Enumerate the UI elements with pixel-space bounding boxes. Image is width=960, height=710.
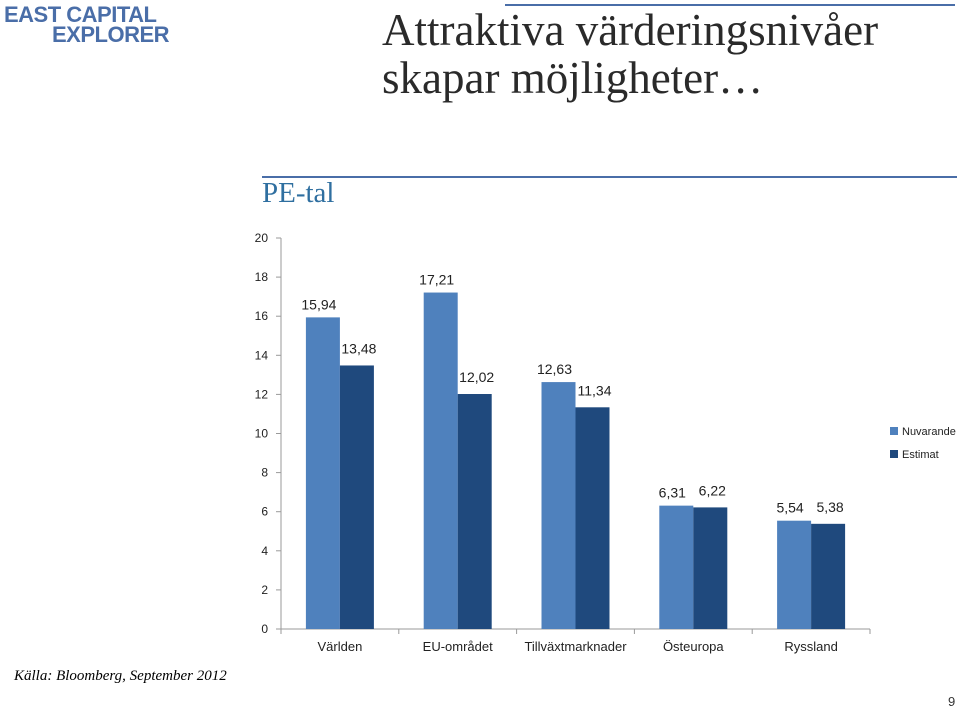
chart-axes: 0 2 4 6 8 10 12 14 16 18 20 Världen EU-området Tillvä…: [255, 231, 871, 654]
slide-title: Attraktiva värderingsnivåer skapar möjli…: [382, 5, 879, 103]
x-category-label: Östeuropa: [663, 639, 724, 654]
data-label: 13,48: [341, 340, 376, 356]
data-label: 6,22: [699, 482, 726, 498]
chart-title: PE-tal: [262, 177, 335, 209]
data-label: 12,63: [537, 361, 572, 377]
bar-nuvarande-3: [659, 505, 694, 629]
y-tick-label: 12: [255, 387, 269, 401]
y-tick-label: 10: [255, 427, 269, 441]
x-category-label: Tillväxtmarknader: [524, 639, 627, 654]
bar-estimat-1: [457, 394, 492, 629]
chart-legend: Nuvarande Estimat: [890, 426, 956, 461]
top-rule: [505, 4, 955, 6]
y-tick-label: 20: [255, 231, 269, 245]
y-tick-label: 18: [255, 270, 269, 284]
source-note: Källa: Bloomberg, September 2012: [14, 668, 227, 684]
data-label: 12,02: [459, 369, 494, 385]
bar-nuvarande-1: [423, 292, 458, 629]
data-label: 5,38: [816, 499, 843, 515]
bar-nuvarande-0: [305, 317, 340, 629]
subtitle-rule: [262, 176, 957, 178]
bar-nuvarande-4: [777, 520, 812, 629]
bar-nuvarande-2: [541, 382, 576, 629]
y-tick-label: 6: [261, 505, 268, 519]
legend-swatch-estimat: [890, 450, 898, 458]
logo-line2: EXPLORER: [52, 22, 170, 47]
legend-label-nuvarande: Nuvarande: [902, 426, 956, 438]
data-label: 17,21: [419, 272, 454, 288]
y-tick-label: 8: [261, 466, 268, 480]
chart-bars: [305, 292, 846, 629]
data-label: 11,34: [578, 382, 612, 398]
legend-label-estimat: Estimat: [902, 449, 939, 461]
legend-swatch-nuvarande: [890, 427, 898, 435]
x-category-label: Världen: [317, 639, 362, 654]
chart-data-labels: 15,94 13,48 17,21 12,02 12,63 11,34 6,31 6,22 5,…: [301, 272, 844, 516]
y-tick-label: 16: [255, 309, 269, 323]
y-tick-label: 0: [261, 622, 268, 636]
bar-estimat-2: [575, 407, 610, 629]
x-category-label: EU-området: [423, 639, 493, 654]
bar-estimat-4: [811, 523, 846, 629]
data-label: 15,94: [301, 296, 336, 312]
logo-line1: EAST CAPITAL: [4, 2, 157, 27]
x-category-label: Ryssland: [784, 639, 837, 654]
data-label: 5,54: [776, 500, 803, 516]
bar-estimat-0: [339, 365, 374, 629]
page-number: 9: [948, 694, 956, 709]
data-label: 6,31: [659, 485, 686, 501]
y-tick-label: 14: [255, 348, 269, 362]
bar-estimat-3: [693, 507, 728, 629]
company-logo: EAST CAPITAL EXPLORER: [4, 2, 204, 47]
y-tick-label: 4: [261, 544, 268, 558]
y-tick-label: 2: [261, 583, 268, 597]
